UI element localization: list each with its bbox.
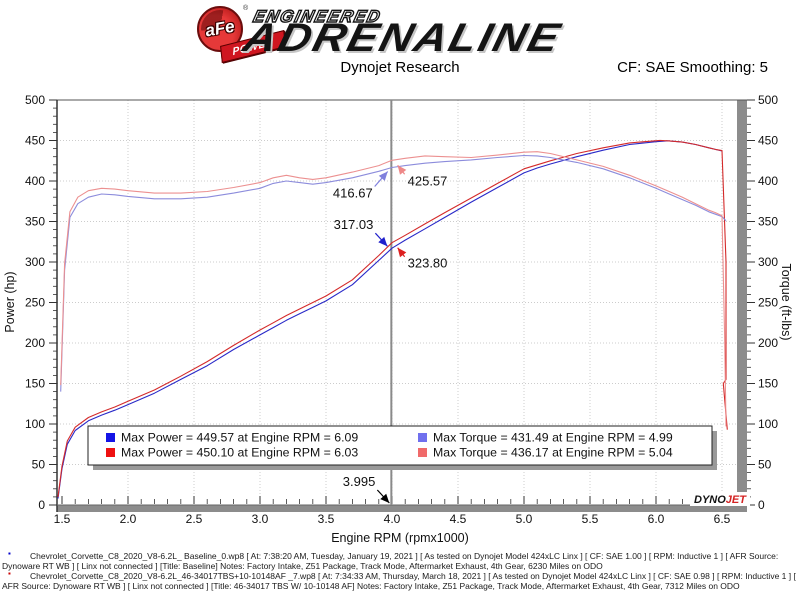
svg-text:Max Power = 450.10 at Engine R: Max Power = 450.10 at Engine RPM = 6.03 — [121, 446, 358, 460]
smoothing-setting: CF: SAE Smoothing: 5 — [617, 59, 768, 76]
svg-text:450: 450 — [758, 134, 778, 148]
svg-text:250: 250 — [25, 296, 45, 310]
svg-text:200: 200 — [25, 336, 45, 350]
svg-text:300: 300 — [25, 255, 45, 269]
svg-text:500: 500 — [25, 93, 45, 107]
svg-text:Power (hp): Power (hp) — [3, 271, 17, 332]
svg-text:2.0: 2.0 — [120, 512, 137, 526]
svg-text:416.67: 416.67 — [333, 185, 373, 200]
svg-text:Max Torque = 436.17 at Engine: Max Torque = 436.17 at Engine RPM = 5.04 — [433, 446, 673, 460]
run-bullet-icon: ▪ — [8, 549, 11, 558]
svg-text:350: 350 — [758, 215, 778, 229]
svg-text:0: 0 — [758, 498, 765, 512]
svg-text:323.80: 323.80 — [408, 256, 448, 271]
svg-text:1.5: 1.5 — [54, 512, 71, 526]
svg-text:200: 200 — [758, 336, 778, 350]
dyno-run-entry: ▪ Chevrolet_Corvette_C8_2020_V8-6.2L_46-3… — [0, 569, 800, 591]
registered-mark: ® — [243, 5, 249, 12]
svg-text:250: 250 — [758, 296, 778, 310]
run-description-text: Chevrolet_Corvette_C8_2020_V8-6.2L_ Base… — [2, 551, 779, 571]
afe-power-logo: aFe — [197, 6, 243, 52]
svg-text:3.5: 3.5 — [318, 512, 335, 526]
svg-text:150: 150 — [758, 377, 778, 391]
svg-text:5.0: 5.0 — [516, 512, 533, 526]
svg-text:150: 150 — [25, 377, 45, 391]
dynojet-watermark: DYNOJET — [694, 494, 747, 506]
svg-text:Torque (ft-lbs): Torque (ft-lbs) — [779, 263, 793, 340]
svg-text:100: 100 — [758, 417, 778, 431]
svg-text:6.0: 6.0 — [648, 512, 665, 526]
svg-text:Max Power = 449.57 at Engine R: Max Power = 449.57 at Engine RPM = 6.09 — [121, 431, 358, 445]
svg-text:4.5: 4.5 — [450, 512, 467, 526]
svg-text:450: 450 — [25, 134, 45, 148]
svg-text:50: 50 — [758, 458, 772, 472]
dyno-plot: 0 0 50 50 100 100 150 150 200 200 250 250 300 300 350 3… — [3, 93, 793, 545]
svg-text:4.0: 4.0 — [384, 512, 401, 526]
svg-text:500: 500 — [758, 93, 778, 107]
svg-text:50: 50 — [32, 458, 46, 472]
svg-text:Engine RPM (rpmx1000): Engine RPM (rpmx1000) — [331, 531, 469, 545]
svg-text:350: 350 — [25, 215, 45, 229]
svg-text:425.57: 425.57 — [408, 173, 448, 188]
svg-text:400: 400 — [758, 174, 778, 188]
run-bullet-icon: ▪ — [8, 569, 11, 578]
run-description-list: ▪ Chevrolet_Corvette_C8_2020_V8-6.2L_ Bas… — [0, 549, 800, 591]
svg-text:100: 100 — [25, 417, 45, 431]
svg-text:6.5: 6.5 — [714, 512, 731, 526]
svg-text:2.5: 2.5 — [186, 512, 203, 526]
svg-text:Max Torque = 431.49 at Engine: Max Torque = 431.49 at Engine RPM = 4.99 — [433, 431, 673, 445]
dyno-run-entry: ▪ Chevrolet_Corvette_C8_2020_V8-6.2L_ Bas… — [0, 549, 800, 571]
adrenaline-wordmark: ADRENALINE — [239, 16, 567, 60]
svg-text:0: 0 — [38, 498, 45, 512]
svg-text:5.5: 5.5 — [582, 512, 599, 526]
svg-text:400: 400 — [25, 174, 45, 188]
run-description-text: Chevrolet_Corvette_C8_2020_V8-6.2L_46-34… — [2, 571, 796, 591]
svg-text:3.995: 3.995 — [343, 474, 376, 489]
svg-text:3.0: 3.0 — [252, 512, 269, 526]
chart-title: Dynojet Research — [340, 59, 460, 76]
svg-text:317.03: 317.03 — [334, 217, 374, 232]
svg-text:300: 300 — [758, 255, 778, 269]
